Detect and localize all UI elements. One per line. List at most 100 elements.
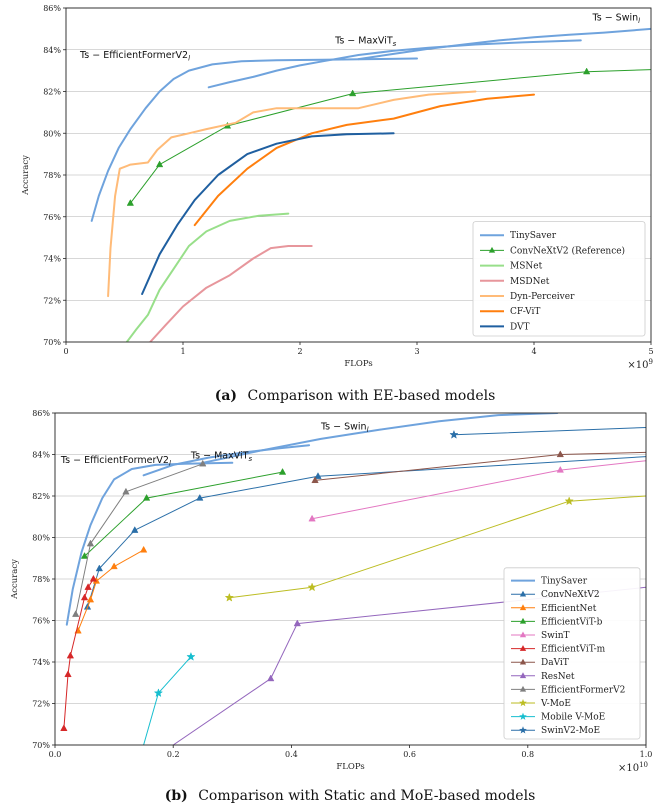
legend-label: MSDNet — [510, 277, 550, 287]
data-point — [142, 493, 151, 501]
legend-label: EfficientViT-m — [541, 645, 606, 655]
y-tick-label: 78% — [32, 575, 50, 584]
series-line — [77, 549, 145, 632]
x-tick-label: 0.4 — [285, 750, 298, 759]
data-point — [122, 487, 130, 495]
y-tick-label: 82% — [32, 492, 50, 501]
y-axis-label: Accuracy — [21, 155, 31, 196]
legend-marker — [519, 672, 527, 679]
series-line — [172, 586, 646, 745]
series-line — [84, 471, 283, 557]
data-point — [66, 651, 75, 659]
data-point — [155, 160, 164, 168]
legend-label: MSNet — [510, 262, 543, 272]
legend-marker — [519, 699, 527, 707]
series-line — [75, 463, 204, 615]
legend-marker — [519, 726, 527, 734]
data-point — [84, 583, 92, 590]
data-point — [110, 562, 118, 570]
legend-label: EfficientViT-b — [541, 617, 603, 627]
legend-label: CF-ViT — [510, 307, 540, 317]
series-line — [357, 27, 651, 61]
series-line — [65, 461, 234, 626]
x-tick-label: 4 — [531, 347, 536, 356]
legend-label: ConvNeXtV2 — [541, 590, 600, 600]
y-tick-label: 72% — [32, 700, 50, 709]
legend: TinySaver ConvNeXtV2 EfficientNet Efficient… — [503, 567, 641, 740]
data-point — [449, 429, 459, 439]
legend-item: Mobile V-MoE — [511, 712, 605, 723]
series-cf-vit — [193, 93, 535, 227]
y-tick-label: 76% — [43, 213, 61, 222]
series-line — [107, 90, 477, 298]
data-point — [153, 688, 164, 698]
annotation-text: Ts − EfficientFormerV2 — [79, 50, 188, 61]
annotation: Ts − Swinl — [320, 422, 369, 435]
y-tick-label: 78% — [43, 171, 61, 180]
series-line — [453, 427, 646, 436]
y-tick-label: 80% — [32, 534, 50, 543]
annotation: Ts − EfficientFormerV2l — [60, 455, 171, 468]
y-tick-label: 74% — [43, 255, 61, 264]
series-swint — [308, 460, 646, 522]
legend-item: MSNet — [480, 262, 543, 272]
legend-item: TinySaver — [511, 577, 588, 587]
x-tick-label: 0.6 — [403, 750, 416, 759]
legend-item: V-MoE — [511, 699, 571, 709]
data-point — [556, 465, 564, 473]
chart-panel-a: 70% 72% 74% 76% 78% 80% 82% 84% 86% 0 1 2 3 4 5 FLOPs Ac… — [21, 4, 653, 371]
legend: TinySaver ConvNeXtV2 (Reference) MSNet MSDN… — [472, 221, 646, 337]
caption-b: (b) Comparison with Static and MoE-based… — [165, 788, 536, 804]
data-point — [186, 651, 196, 661]
x-tick-label: 2 — [297, 347, 302, 356]
data-point — [80, 552, 89, 559]
legend-item: ConvNeXtV2 (Reference) — [480, 245, 625, 256]
legend-label: Dyn-Perceiver — [510, 292, 575, 302]
x-multiplier-exp: 10 — [639, 761, 648, 769]
annotation-text: Ts − EfficientFormerV2 — [60, 455, 169, 466]
series-msnet — [125, 212, 290, 342]
legend-item: EfficientNet — [511, 604, 597, 614]
legend-label: Mobile V-MoE — [541, 713, 605, 723]
series-v-moe — [224, 495, 646, 602]
legend-item: DaViT — [511, 658, 569, 668]
series-dyn-perceiver — [107, 90, 477, 298]
x-tick-label: 0.8 — [521, 750, 534, 759]
series-resnet — [172, 586, 646, 745]
data-point — [126, 199, 135, 206]
legend-marker — [519, 617, 527, 624]
legend-label: EfficientNet — [541, 604, 597, 614]
data-point — [307, 582, 317, 592]
annotation-sub: l — [367, 426, 369, 434]
legend-marker — [519, 712, 527, 720]
data-point — [95, 564, 103, 572]
series-line — [141, 132, 395, 295]
legend-item: ConvNeXtV2 — [511, 590, 600, 600]
legend-label: TinySaver — [510, 231, 557, 241]
series-swinv2-moe — [449, 427, 646, 439]
data-point — [582, 67, 591, 75]
series-efficientformerv2 — [72, 459, 207, 617]
data-point — [314, 472, 322, 479]
legend-item: DVT — [480, 322, 530, 332]
data-point — [293, 619, 301, 627]
annotation-sub: l — [188, 55, 190, 63]
series-mobile-v-moe — [143, 651, 196, 745]
x-tick-label: 0 — [63, 347, 68, 356]
x-tick-label: 0.2 — [167, 750, 180, 759]
x-tick-label: 1 — [180, 347, 185, 356]
data-point — [86, 539, 95, 547]
legend-label: EfficientFormerV2 — [541, 685, 625, 695]
legend-item: SwinV2-MoE — [511, 726, 600, 736]
legend-label: SwinV2-MoE — [541, 726, 600, 736]
legend-marker — [519, 645, 527, 651]
series-tinysaver — [65, 413, 559, 626]
y-tick-label: 84% — [32, 451, 50, 460]
annotation-sub: l — [169, 459, 171, 467]
x-tick-label: 0.0 — [49, 750, 62, 759]
y-tick-label: 80% — [43, 129, 61, 138]
x-multiplier-base: ×10 — [618, 763, 639, 774]
legend-item: TinySaver — [480, 231, 557, 241]
x-multiplier: ×1010 — [618, 761, 648, 774]
